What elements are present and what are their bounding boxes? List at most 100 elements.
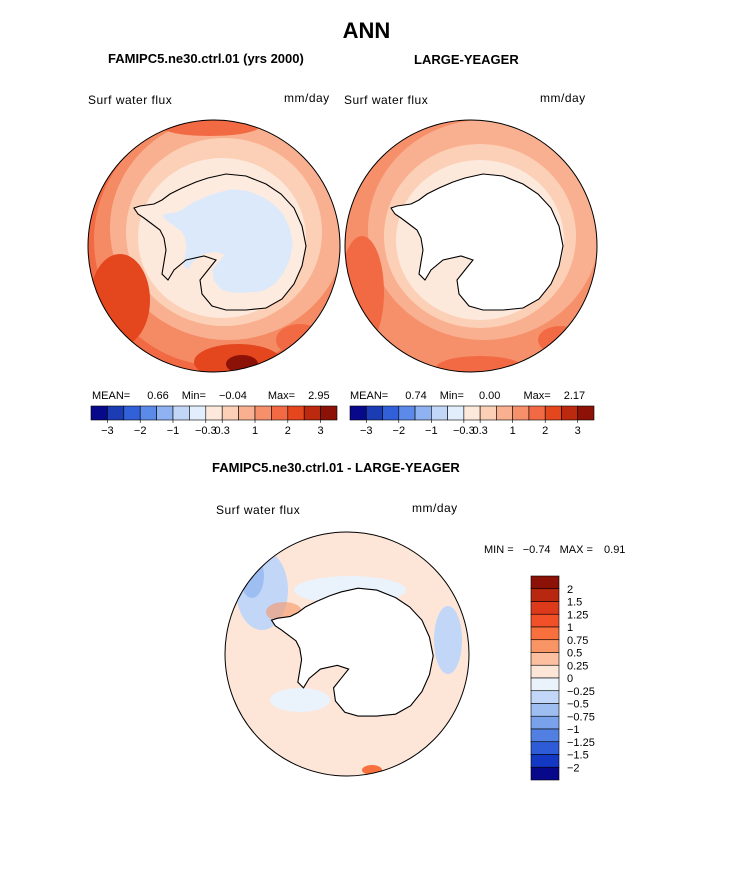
colorbar-swatch <box>107 405 125 421</box>
colorbar-swatch <box>530 690 560 704</box>
colorbar-swatch <box>398 405 416 421</box>
colorbar-swatch <box>320 405 338 421</box>
colorbar-tick-label: 2 <box>285 425 291 437</box>
colorbar-tick-label: −1 <box>425 425 438 437</box>
colorbar-tick-label: 1 <box>567 622 573 634</box>
flux-patch <box>538 326 582 354</box>
flux-patch <box>436 356 524 372</box>
colorbar-tick-label: −3 <box>101 425 114 437</box>
colorbar-swatch <box>530 677 560 692</box>
map-border <box>224 531 470 777</box>
flux-patch <box>434 606 462 674</box>
max-value: 2.17 <box>563 390 586 402</box>
colorbar-swatch <box>189 405 207 421</box>
panel-3-title: FAMIPC5.ne30.ctrl.01 - LARGE-YEAGER <box>212 460 460 475</box>
figure-title: ANN <box>342 18 391 43</box>
colorbar-swatch <box>530 703 560 717</box>
flux-patch <box>226 355 258 372</box>
colorbar-swatch <box>139 405 157 421</box>
min-value: 0.00 <box>478 390 501 402</box>
panel-3-units-label: mm/day <box>412 501 458 515</box>
colorbar-swatch <box>303 405 321 421</box>
colorbar-swatch <box>365 405 383 421</box>
colorbar-tick-label: −2 <box>134 425 147 437</box>
flux-patch <box>270 688 330 712</box>
mean-label: MEAN= <box>350 390 389 402</box>
panel-2-variable-label: Surf water flux <box>344 93 429 107</box>
max-value: 2.95 <box>308 390 330 402</box>
colorbar-swatch <box>479 405 497 421</box>
colorbar-swatch <box>561 405 579 421</box>
colorbar-swatch <box>530 664 560 679</box>
colorbar-tick-label: 3 <box>575 425 581 437</box>
colorbar-tick-label: −2 <box>393 425 406 437</box>
colorbar-swatch <box>496 405 513 421</box>
panel-2-title: LARGE-YEAGER <box>414 52 519 67</box>
colorbar-tick-label: −0.25 <box>567 686 595 698</box>
colorbar-swatch <box>205 405 223 421</box>
colorbar-tick-label: 0.3 <box>472 425 487 437</box>
colorbar-swatch <box>287 405 305 421</box>
colorbar-tick-label: −1 <box>567 724 580 736</box>
panel-1-map <box>87 119 341 373</box>
min-label: Min= <box>439 390 464 402</box>
colorbar-swatch <box>530 754 560 768</box>
panel-1-stats: MEAN= 0.66 Min= −0.04 Max= 2.95 <box>92 390 330 402</box>
colorbar-tick-label: 0.3 <box>215 425 230 437</box>
colorbar-tick-label: 1.25 <box>567 609 588 621</box>
max-label: Max= <box>267 390 296 402</box>
colorbar-swatch <box>512 405 530 421</box>
colorbar-tick-label: −0.3 <box>195 425 217 437</box>
colorbar-tick-label: 0 <box>567 673 573 685</box>
colorbar-swatch <box>271 405 289 421</box>
colorbar-tick-label: −0.3 <box>453 425 475 437</box>
flux-patch <box>240 554 264 598</box>
colorbar-tick-label: −1.25 <box>567 737 595 749</box>
colorbar-tick-label: 2 <box>567 584 573 596</box>
colorbar-swatch <box>530 639 560 653</box>
colorbar-swatch <box>382 405 400 421</box>
colorbar-swatch <box>530 588 560 602</box>
map-border <box>344 119 598 373</box>
colorbar-swatch <box>172 405 190 421</box>
panel-3-colorbar: 21.51.2510.750.50.250−0.25−0.5−0.75−1−1.… <box>530 575 595 781</box>
colorbar-swatch <box>530 728 560 743</box>
colorbar-swatch <box>349 405 367 421</box>
panel-1-title: FAMIPC5.ne30.ctrl.01 (yrs 2000) <box>108 51 304 66</box>
min-value: −0.04 <box>218 390 247 402</box>
panel-2-colorbar: −3 −2 −1 −0.30.3 1 2 3 <box>349 405 595 437</box>
panel-2-stats: MEAN= 0.74 Min= 0.00 Max= 2.17 <box>350 390 585 402</box>
colorbar-swatch <box>431 405 448 421</box>
colorbar-swatch <box>528 405 546 421</box>
colorbar-swatch <box>530 766 560 781</box>
flux-patch <box>345 236 384 348</box>
map-border <box>87 119 341 373</box>
colorbar-swatch <box>221 405 239 421</box>
colorbar-swatch <box>238 405 256 421</box>
colorbar-tick-label: −2 <box>567 762 580 774</box>
colorbar-tick-label: −1 <box>167 425 180 437</box>
colorbar-swatch <box>530 601 560 615</box>
colorbar-tick-label: −3 <box>360 425 373 437</box>
panel-3-stats: MIN = −0.74 MAX = 0.91 <box>484 544 625 556</box>
min-label: MIN = <box>484 544 514 556</box>
colorbar-swatch <box>577 405 595 421</box>
panel-1-colorbar: −3 −2 −1 −0.30.3 1 2 3 <box>90 405 338 437</box>
colorbar-tick-label: 2 <box>542 425 548 437</box>
colorbar-swatch <box>414 405 432 421</box>
mean-value: 0.74 <box>405 390 427 402</box>
colorbar-tick-label: 0.75 <box>567 635 588 647</box>
colorbar-tick-label: 0.25 <box>567 660 588 672</box>
colorbar-tick-label: 1 <box>252 425 258 437</box>
max-label: MAX = <box>559 544 593 556</box>
colorbar-swatch <box>463 405 481 421</box>
colorbar-swatch <box>123 405 141 421</box>
colorbar-tick-label: −1.5 <box>567 750 589 762</box>
mean-label: MEAN= <box>92 390 131 402</box>
colorbar-tick-label: 1 <box>510 425 516 437</box>
mean-value: 0.66 <box>147 390 169 402</box>
colorbar-swatch <box>530 575 560 590</box>
min-label: Min= <box>181 390 206 402</box>
colorbar-swatch <box>156 405 174 421</box>
